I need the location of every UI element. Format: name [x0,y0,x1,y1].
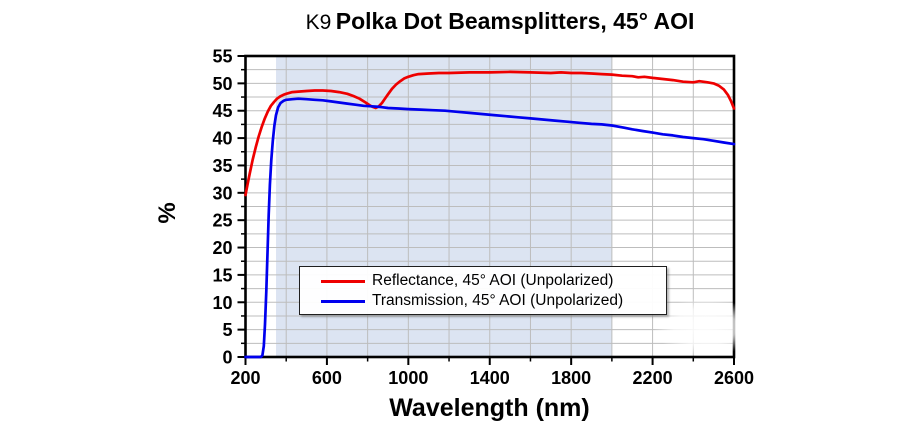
chart-title-main: Polka Dot Beamsplitters, 45° AOI [335,8,695,34]
legend-item-reflectance: Reflectance, 45° AOI (Unpolarized) [300,271,666,291]
legend-label-reflectance: Reflectance, 45° AOI (Unpolarized) [372,272,614,289]
svg-text:40: 40 [212,129,232,149]
svg-text:45: 45 [212,101,232,121]
svg-text:30: 30 [212,183,232,203]
legend: Reflectance, 45° AOI (Unpolarized) Trans… [299,266,667,315]
svg-text:2200: 2200 [633,368,673,388]
svg-text:55: 55 [212,47,232,67]
svg-text:15: 15 [212,265,232,285]
transmission-line-sample [321,299,365,303]
svg-text:600: 600 [312,368,342,388]
reflectance-line-sample [321,279,365,283]
svg-text:200: 200 [230,368,260,388]
svg-text:1000: 1000 [388,368,428,388]
svg-text:10: 10 [212,293,232,313]
svg-text:1400: 1400 [470,368,510,388]
x-axis-label: Wavelength (nm) [389,394,590,422]
legend-label-transmission: Transmission, 45° AOI (Unpolarized) [372,292,624,309]
svg-text:1800: 1800 [551,368,591,388]
svg-text:2600: 2600 [714,368,754,388]
legend-item-transmission: Transmission, 45° AOI (Unpolarized) [300,291,666,311]
svg-text:35: 35 [212,156,232,176]
svg-text:20: 20 [212,238,232,258]
chart-title: K9 Polka Dot Beamsplitters, 45° AOI [250,8,750,35]
svg-text:0: 0 [222,348,232,368]
svg-text:50: 50 [212,74,232,94]
svg-text:5: 5 [222,320,232,340]
chart-title-prefix: K9 [305,11,332,34]
svg-text:25: 25 [212,211,232,231]
